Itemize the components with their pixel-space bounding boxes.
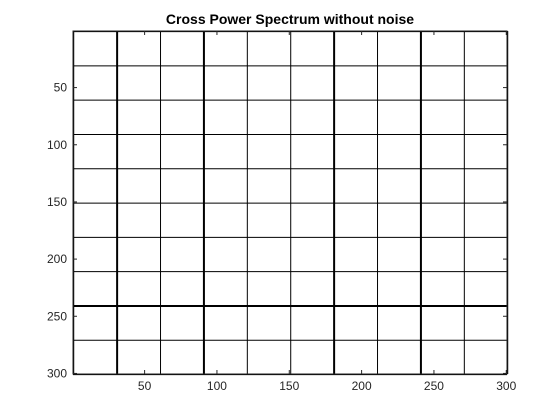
y-tick-label: 150 xyxy=(47,195,67,209)
x-tick-label: 250 xyxy=(424,379,444,393)
x-tick-label: 100 xyxy=(207,379,227,393)
y-tick-label: 300 xyxy=(47,366,67,380)
x-tick-label: 200 xyxy=(352,379,372,393)
x-tick-label: 150 xyxy=(279,379,299,393)
y-tick-label: 250 xyxy=(47,309,67,323)
y-tick-label: 100 xyxy=(47,138,67,152)
plot-frame xyxy=(72,30,508,375)
plot-background xyxy=(73,31,507,374)
x-tick-label: 300 xyxy=(496,379,516,393)
chart-title: Cross Power Spectrum without noise xyxy=(166,11,414,27)
grid-lines xyxy=(73,31,509,376)
y-tick-label: 200 xyxy=(47,252,67,266)
axis-ticks: 50 100 150 200 250 300 50 100 150 200 250 300 xyxy=(47,31,517,393)
x-tick-label: 50 xyxy=(138,379,152,393)
y-tick-label: 50 xyxy=(54,81,68,95)
